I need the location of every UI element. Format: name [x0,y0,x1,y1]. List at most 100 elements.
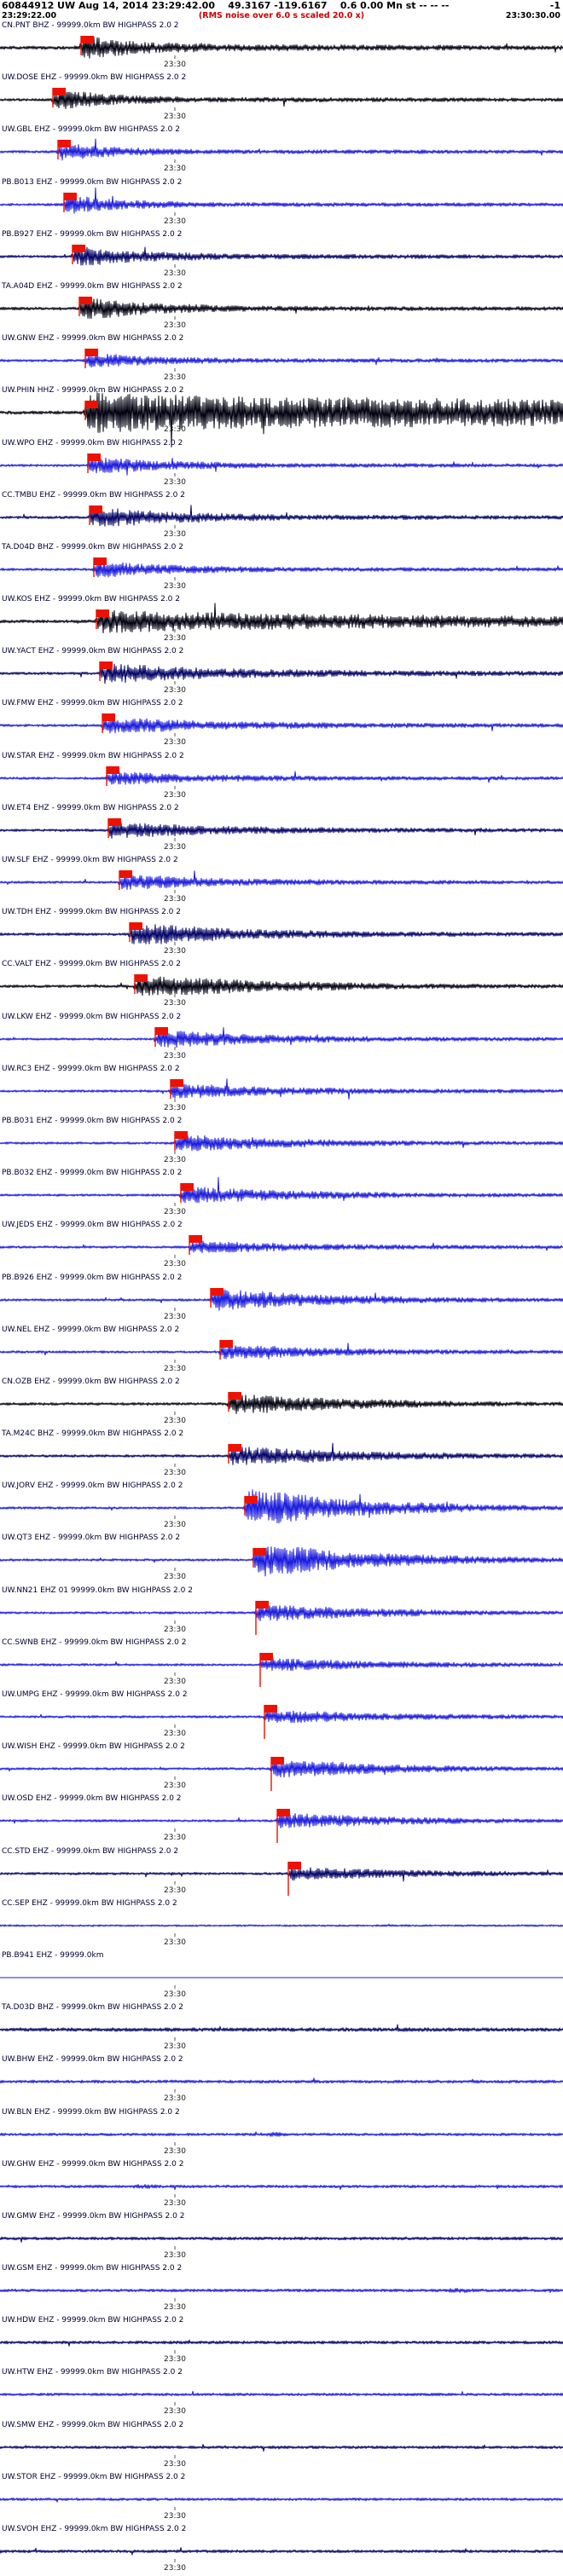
trace-row[interactable]: UW.GSM EHZ - 99999.0km BW HIGHPASS 2.0 2… [0,2263,563,2316]
pick-flag[interactable] [288,1861,301,1869]
waveform[interactable]: 23:30 [0,229,563,281]
waveform[interactable]: 23:30 [0,1585,563,1637]
trace-row[interactable]: CC.VALT EHZ - 99999.0km BW HIGHPASS 2.0 … [0,959,563,1012]
pick-flag[interactable] [229,1444,241,1453]
waveform[interactable]: 23:30 [0,1481,563,1533]
trace-row[interactable]: UW.HDW EHZ - 99999.0km BW HIGHPASS 2.0 2… [0,2315,563,2368]
waveform[interactable]: 23:30 [0,1741,563,1793]
trace-row[interactable]: UW.PHIN HHZ - 99999.0km BW HIGHPASS 2.0 … [0,385,563,448]
waveform[interactable]: 23:30 [0,698,563,750]
waveform[interactable]: 23:30 [0,1689,563,1741]
waveform[interactable]: 23:30 [0,1533,563,1585]
waveform[interactable]: 23:30 [0,2002,563,2054]
trace-row[interactable]: CN.PNT BHZ - 99999.0km BW HIGHPASS 2.0 2… [0,20,563,73]
waveform[interactable]: 23:30 [0,542,563,594]
trace-row[interactable]: UW.GMW EHZ - 99999.0km BW HIGHPASS 2.0 2… [0,2210,563,2264]
waveform[interactable]: 23:30 [0,490,563,542]
waveform[interactable]: 23:30 [0,1012,563,1064]
trace-row[interactable]: UW.FMW EHZ - 99999.0km BW HIGHPASS 2.0 2… [0,698,563,751]
pick-flag[interactable] [81,36,94,43]
trace-row[interactable]: UW.DOSE EHZ - 99999.0km BW HIGHPASS 2.0 … [0,72,563,125]
pick-flag[interactable] [119,870,132,878]
trace-row[interactable]: UW.RC3 EHZ - 99999.0km BW HIGHPASS 2.0 2… [0,1063,563,1116]
waveform[interactable]: 23:30 [0,1116,563,1168]
waveform[interactable]: 23:30 [0,2263,563,2315]
waveform[interactable]: 23:30 [0,2107,563,2159]
pick-flag[interactable] [189,1235,202,1244]
pick-flag[interactable] [211,1287,223,1296]
waveform[interactable]: 23:30 [0,646,563,698]
trace-row[interactable]: PB.B032 EHZ - 99999.0km BW HIGHPASS 2.0 … [0,1168,563,1221]
waveform[interactable]: 23:30 [0,751,563,803]
trace-row[interactable]: UW.JEDS EHZ - 99999.0km BW HIGHPASS 2.0 … [0,1220,563,1273]
waveform[interactable]: 23:30 [0,1273,563,1325]
waveform[interactable]: 23:30 [0,1637,563,1689]
trace-row[interactable]: UW.GNW EHZ - 99999.0km BW HIGHPASS 2.0 2… [0,333,563,386]
trace-row[interactable]: UW.YACT EHZ - 99999.0km BW HIGHPASS 2.0 … [0,646,563,699]
pick-flag[interactable] [277,1809,290,1817]
waveform[interactable]: 23:30 [0,2315,563,2367]
pick-flag[interactable] [245,1496,258,1505]
pick-flag[interactable] [256,1600,269,1609]
trace-row[interactable]: UW.WPO EHZ - 99999.0km BW HIGHPASS 2.0 2… [0,437,563,490]
waveform[interactable]: 23:30 [0,1846,563,1898]
pick-flag[interactable] [229,1391,241,1400]
pick-flag[interactable] [79,296,92,304]
trace-row[interactable]: UW.STOR EHZ - 99999.0km BW HIGHPASS 2.0 … [0,2471,563,2524]
pick-flag[interactable] [253,1548,266,1557]
pick-flag[interactable] [73,244,85,252]
waveform[interactable]: 23:30 [0,1377,563,1429]
pick-flag[interactable] [64,192,77,200]
trace-row[interactable]: UW.QT3 EHZ - 99999.0km BW HIGHPASS 2.0 2… [0,1533,563,1585]
waveform[interactable]: 23:30 [0,2472,563,2524]
trace-row[interactable]: UW.GBL EHZ - 99999.0km BW HIGHPASS 2.0 2… [0,124,563,177]
trace-row[interactable]: UW.BHW EHZ - 99999.0km BW HIGHPASS 2.0 2… [0,2054,563,2107]
trace-row[interactable]: UW.WISH EHZ - 99999.0km BW HIGHPASS 2.0 … [0,1741,563,1794]
pick-flag[interactable] [58,140,71,148]
trace-row[interactable]: CN.OZB EHZ - 99999.0km BW HIGHPASS 2.0 2… [0,1376,563,1430]
waveform[interactable]: 23:30 [0,2420,563,2472]
trace-row[interactable]: CC.SWNB EHZ - 99999.0km BW HIGHPASS 2.0 … [0,1637,563,1689]
pick-flag[interactable] [155,1026,168,1035]
waveform[interactable]: 23:30 [0,177,563,229]
trace-row[interactable]: PB.B941 EHZ - 99999.0km 23:30 [0,1949,563,2003]
waveform[interactable]: 23:30 [0,855,563,907]
waveform[interactable]: 23:30 [0,124,563,176]
trace-row[interactable]: UW.TDH EHZ - 99999.0km BW HIGHPASS 2.0 2… [0,907,563,960]
trace-row[interactable]: UW.LKW EHZ - 99999.0km BW HIGHPASS 2.0 2… [0,1011,563,1064]
waveform[interactable]: 23:30 [0,72,563,124]
pick-flag[interactable] [271,1757,284,1765]
waveform[interactable]: 23:30 [0,1429,563,1481]
waveform[interactable]: 23:30 [0,20,563,72]
trace-row[interactable]: UW.SVOH EHZ - 99999.0km BW HIGHPASS 2.0 … [0,2524,563,2576]
pick-flag[interactable] [260,1652,273,1661]
pick-flag[interactable] [96,609,109,618]
trace-row[interactable]: TA.D04D BHZ - 99999.0km BW HIGHPASS 2.0 … [0,541,563,595]
pick-flag[interactable] [108,817,121,826]
waveform[interactable]: 23:30 [0,1950,563,2002]
waveform[interactable]: 23:30 [0,1168,563,1220]
trace-row[interactable]: TA.A04D EHZ - 99999.0km BW HIGHPASS 2.0 … [0,280,563,334]
waveform[interactable]: 23:30 [0,1220,563,1272]
waveform[interactable]: 23:30 [0,907,563,959]
trace-row[interactable]: PB.B927 EHZ - 99999.0km BW HIGHPASS 2.0 … [0,228,563,281]
waveform[interactable]: 23:30 [0,2159,563,2211]
pick-flag[interactable] [181,1183,194,1192]
waveform[interactable]: 23:30 [0,2054,563,2106]
trace-row[interactable]: CC.TMBU EHZ - 99999.0km BW HIGHPASS 2.0 … [0,489,563,542]
trace-row[interactable]: UW.NEL EHZ - 99999.0km BW HIGHPASS 2.0 2… [0,1324,563,1377]
trace-row[interactable]: PB.B031 EHZ - 99999.0km BW HIGHPASS 2.0 … [0,1115,563,1169]
pick-flag[interactable] [171,1078,183,1087]
pick-flag[interactable] [135,974,148,983]
waveform[interactable]: 23:30 [0,2211,563,2263]
waveform[interactable]: 23:30 [0,594,563,646]
pick-flag[interactable] [100,661,113,670]
waveform[interactable]: 23:30 [0,438,563,490]
trace-row[interactable]: UW.UMPG EHZ - 99999.0km BW HIGHPASS 2.0 … [0,1689,563,1742]
trace-row[interactable]: UW.STAR EHZ - 99999.0km BW HIGHPASS 2.0 … [0,750,563,803]
trace-row[interactable]: UW.ET4 EHZ - 99999.0km BW HIGHPASS 2.0 2… [0,802,563,855]
waveform[interactable]: 23:30 [0,1793,563,1845]
waveform[interactable]: 23:30 [0,959,563,1011]
waveform[interactable]: 23:30 [0,1898,563,1950]
trace-row[interactable]: PB.B926 EHZ - 99999.0km BW HIGHPASS 2.0 … [0,1272,563,1325]
